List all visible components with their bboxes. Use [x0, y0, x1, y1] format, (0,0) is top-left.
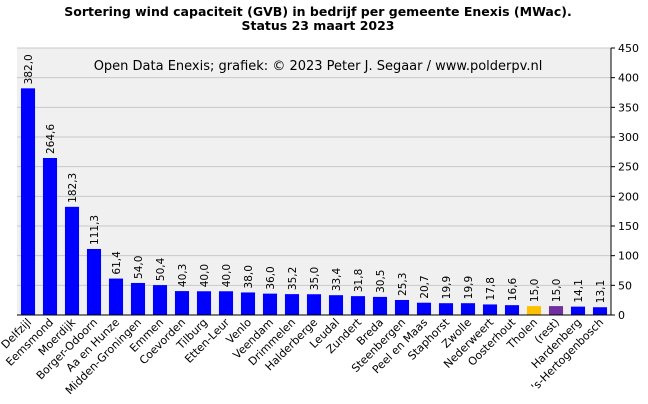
y-tick-label: 300: [618, 131, 639, 144]
y-tick-label: 150: [618, 220, 639, 233]
bar-3: [86, 248, 102, 315]
value-label-4: 61,4: [111, 251, 123, 275]
y-tick-label: 350: [618, 101, 639, 114]
y-tick-label: 200: [618, 190, 639, 203]
value-label-16: 30,5: [375, 270, 387, 293]
value-labels: 382,0 264,6 182,3 111,3 61,4 54,0 50,4 40,3 40,0…: [23, 54, 607, 303]
bar-13: [306, 294, 322, 315]
bar-16: [372, 296, 388, 315]
bar-6: [152, 285, 168, 315]
bar-0: [20, 88, 36, 315]
value-label-24: 15,0: [551, 279, 563, 302]
bar-12: [284, 294, 300, 315]
value-label-7: 40,3: [177, 264, 189, 287]
value-label-15: 31,8: [353, 269, 365, 292]
bar-5: [130, 282, 146, 315]
value-label-0: 382,0: [23, 54, 35, 84]
chart-title: Sortering wind capaciteit (GVB) in bedri…: [64, 4, 571, 19]
value-label-12: 35,2: [287, 267, 299, 290]
value-label-2: 182,3: [67, 173, 79, 203]
category-labels: DelfzijlEemsmondMoerdijkBorger-OdoornAa …: [0, 315, 606, 397]
bar-1: [42, 158, 58, 315]
y-tick-label: 0: [618, 309, 625, 322]
value-label-13: 35,0: [309, 267, 321, 290]
value-label-6: 50,4: [155, 257, 167, 281]
y-tick-label: 400: [618, 72, 639, 85]
bar-15: [350, 296, 366, 315]
bar-22: [504, 305, 520, 315]
bar-20: [460, 303, 476, 315]
value-label-9: 40,0: [221, 264, 233, 287]
bar-25: [570, 306, 586, 315]
value-label-17: 25,3: [397, 273, 409, 296]
bar-17: [394, 299, 410, 315]
bar-21: [482, 304, 498, 315]
y-tick-label: 250: [618, 161, 639, 174]
bars: [20, 88, 608, 315]
y-tick-labels: 0 50 100 150 200 250 300 350 400 450: [611, 42, 639, 322]
bar-19: [438, 303, 454, 315]
bar-10: [240, 292, 256, 315]
value-label-21: 17,8: [485, 277, 497, 300]
bar-8: [196, 291, 212, 315]
value-label-1: 264,6: [45, 124, 57, 154]
bar-26: [592, 307, 608, 315]
bar-9: [218, 291, 234, 315]
value-label-8: 40,0: [199, 264, 211, 287]
bar-7: [174, 291, 190, 315]
value-label-22: 16,6: [507, 277, 519, 301]
bar-2: [64, 206, 80, 315]
y-tick-label: 100: [618, 250, 639, 263]
y-tick-label: 50: [618, 279, 632, 292]
value-label-26: 13,1: [595, 280, 607, 303]
chart-subtitle: Status 23 maart 2023: [241, 18, 394, 33]
bar-24: [548, 306, 564, 315]
bar-23: [526, 306, 542, 315]
bar-14: [328, 295, 344, 315]
value-label-25: 14,1: [573, 279, 585, 302]
bar-4: [108, 278, 124, 315]
value-label-11: 36,0: [265, 266, 277, 289]
bar-11: [262, 293, 278, 315]
y-tick-label: 450: [618, 42, 639, 55]
bar-18: [416, 302, 432, 315]
value-label-5: 54,0: [133, 256, 145, 279]
value-label-18: 20,7: [419, 275, 431, 298]
value-label-23: 15,0: [529, 279, 541, 302]
value-label-14: 33,4: [331, 267, 343, 291]
chart-credit: Open Data Enexis; grafiek: © 2023 Peter …: [94, 59, 543, 74]
value-label-3: 111,3: [89, 215, 101, 245]
value-label-19: 19,9: [441, 276, 453, 299]
plot-area: [17, 48, 611, 315]
value-label-10: 38,0: [243, 265, 255, 288]
value-label-20: 19,9: [463, 276, 475, 299]
